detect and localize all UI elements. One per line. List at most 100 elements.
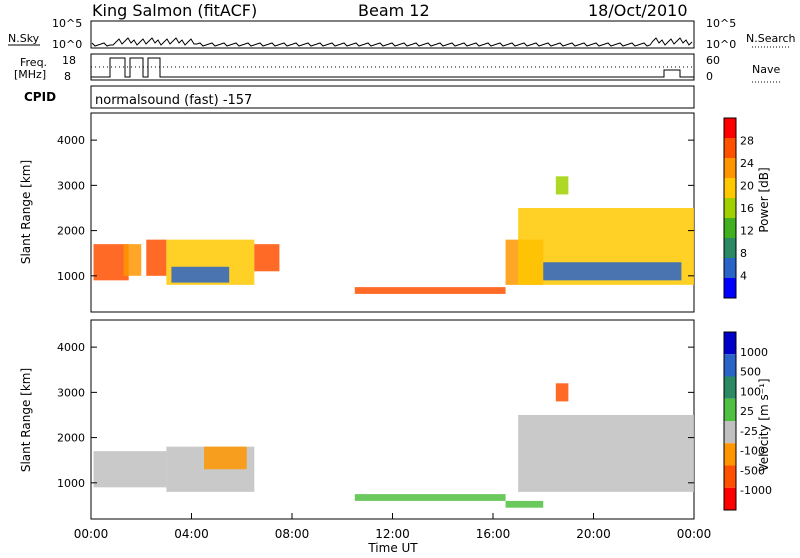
colorbar-tick-label: 16 bbox=[740, 202, 754, 215]
colorbar-swatch bbox=[724, 376, 736, 399]
power-data bbox=[93, 176, 694, 294]
x-ticks: 00:00 04:00 08:00 12:00 16:00 20:00 00:00 bbox=[74, 513, 712, 541]
scatter-patch bbox=[555, 383, 569, 402]
power-panel: 1000 2000 3000 4000 Slant Range [km] bbox=[19, 112, 695, 313]
colorbar-swatch bbox=[724, 218, 736, 238]
scatter-patch bbox=[543, 262, 682, 281]
scatter-patch bbox=[171, 266, 230, 283]
x-tick-label: 04:00 bbox=[174, 527, 209, 541]
freq-trace bbox=[91, 57, 694, 78]
y-tick-label: 2000 bbox=[57, 432, 85, 445]
scatter-patch bbox=[354, 494, 506, 501]
freq-tick-top: 18 bbox=[62, 54, 76, 67]
velocity-colorbar-label: Velocity [m s⁻¹] bbox=[757, 378, 771, 471]
y-tick-label: 3000 bbox=[57, 386, 85, 399]
y-tick-label: 1000 bbox=[57, 270, 85, 283]
y-tick-label: 2000 bbox=[57, 225, 85, 238]
colorbar-swatch bbox=[724, 332, 736, 355]
cpid-label: CPID bbox=[24, 90, 56, 104]
colorbar-swatch bbox=[724, 138, 736, 158]
colorbar-swatch bbox=[724, 158, 736, 178]
colorbar-swatch bbox=[724, 118, 736, 138]
x-tick-label: 00:00 bbox=[74, 527, 109, 541]
colorbar-frame bbox=[723, 331, 737, 511]
colorbar-swatch bbox=[724, 398, 736, 421]
nave-tick-bottom: 0 bbox=[706, 70, 713, 83]
colorbar-swatch bbox=[724, 238, 736, 258]
nsky-line bbox=[91, 37, 693, 47]
colorbar-tick-label: 24 bbox=[740, 157, 754, 170]
colorbar-swatch bbox=[724, 421, 736, 444]
colorbar-tick-label: 500 bbox=[740, 366, 761, 379]
colorbar-swatch bbox=[724, 258, 736, 278]
scatter-patch bbox=[354, 287, 506, 294]
power-y-ticks: 1000 2000 3000 4000 bbox=[57, 134, 694, 283]
nave-label: Nave bbox=[752, 63, 780, 76]
colorbar-tick-label: 8 bbox=[740, 247, 747, 260]
colorbar-swatch bbox=[724, 198, 736, 218]
cpid-text: normalsound (fast) -157 bbox=[95, 93, 252, 108]
x-tick-label: 20:00 bbox=[576, 527, 611, 541]
x-tick-label: 12:00 bbox=[375, 527, 410, 541]
colorbar-swatch bbox=[724, 443, 736, 466]
nsky-label: N.Sky bbox=[8, 32, 40, 45]
colorbar-swatch bbox=[724, 465, 736, 488]
freq-tick-bottom: 8 bbox=[64, 70, 71, 83]
power-ylabel: Slant Range [km] bbox=[19, 160, 33, 264]
y-tick-label: 3000 bbox=[57, 179, 85, 192]
colorbar-tick-label: -500 bbox=[740, 464, 765, 477]
colorbar-tick-label: 4 bbox=[740, 270, 747, 283]
colorbar-tick-label: 25 bbox=[740, 405, 754, 418]
nsearch-tick-top: 10^5 bbox=[706, 17, 736, 30]
scatter-patch bbox=[146, 239, 167, 276]
velocity-ylabel: Slant Range [km] bbox=[19, 368, 33, 472]
power-colorbar-label: Power [dB] bbox=[757, 167, 771, 232]
colorbar-swatch bbox=[724, 278, 736, 298]
colorbar-tick-label: 1000 bbox=[740, 346, 768, 359]
y-tick-label: 4000 bbox=[57, 134, 85, 147]
freq-panel: Freq. [MHz] 18 8 60 0 Nave bbox=[14, 53, 782, 83]
velocity-y-ticks: 1000 2000 3000 4000 bbox=[57, 341, 694, 490]
station-title: King Salmon (fitACF) bbox=[92, 1, 257, 20]
colorbar-tick-label: 12 bbox=[740, 225, 754, 238]
cpid-panel: CPID normalsound (fast) -157 bbox=[24, 85, 695, 109]
x-tick-label: 00:00 bbox=[677, 527, 712, 541]
scatter-patch bbox=[93, 451, 167, 488]
colorbar-frame bbox=[723, 117, 737, 299]
nsky-trace bbox=[91, 37, 693, 47]
power-colorbar: 28 24 20 16 12 8 4 bbox=[723, 117, 754, 299]
nsky-tick-top: 10^5 bbox=[52, 17, 82, 30]
colorbar-tick-label: 100 bbox=[740, 385, 761, 398]
scatter-patch bbox=[518, 414, 694, 492]
scatter-patch bbox=[204, 446, 247, 470]
beam-title: Beam 12 bbox=[358, 1, 430, 20]
velocity-colorbar: 1000 500 100 25 -25 -100 -500 -1000 bbox=[723, 331, 772, 511]
scatter-patch bbox=[505, 500, 544, 508]
freq-label-2: [MHz] bbox=[14, 68, 46, 81]
scatter-patch bbox=[93, 244, 129, 281]
nsearch-label: N.Search bbox=[746, 32, 796, 45]
y-tick-label: 4000 bbox=[57, 341, 85, 354]
freq-label-1: Freq. bbox=[20, 56, 47, 69]
nsky-panel: N.Sky 10^5 10^0 10^5 10^0 N.Search bbox=[8, 17, 796, 51]
colorbar-tick-label: -25 bbox=[740, 425, 758, 438]
scatter-patch bbox=[555, 176, 569, 195]
colorbar-tick-label: -1000 bbox=[740, 484, 772, 497]
x-tick-label: 08:00 bbox=[275, 527, 310, 541]
nsky-tick-bottom: 10^0 bbox=[52, 38, 82, 51]
colorbar-swatch bbox=[724, 487, 736, 510]
date-title: 18/Oct/2010 bbox=[588, 1, 688, 20]
x-tick-label: 16:00 bbox=[476, 527, 511, 541]
nsearch-tick-bottom: 10^0 bbox=[706, 38, 736, 51]
nave-tick-top: 60 bbox=[706, 54, 720, 67]
colorbar-tick-label: -100 bbox=[740, 445, 765, 458]
colorbar-tick-label: 20 bbox=[740, 180, 754, 193]
velocity-data bbox=[93, 383, 694, 508]
colorbar-tick-label: 28 bbox=[740, 135, 754, 148]
colorbar-swatch bbox=[724, 178, 736, 198]
x-axis-label: Time UT bbox=[367, 541, 418, 554]
scatter-patch bbox=[254, 244, 280, 272]
scatter-patch bbox=[123, 244, 142, 276]
